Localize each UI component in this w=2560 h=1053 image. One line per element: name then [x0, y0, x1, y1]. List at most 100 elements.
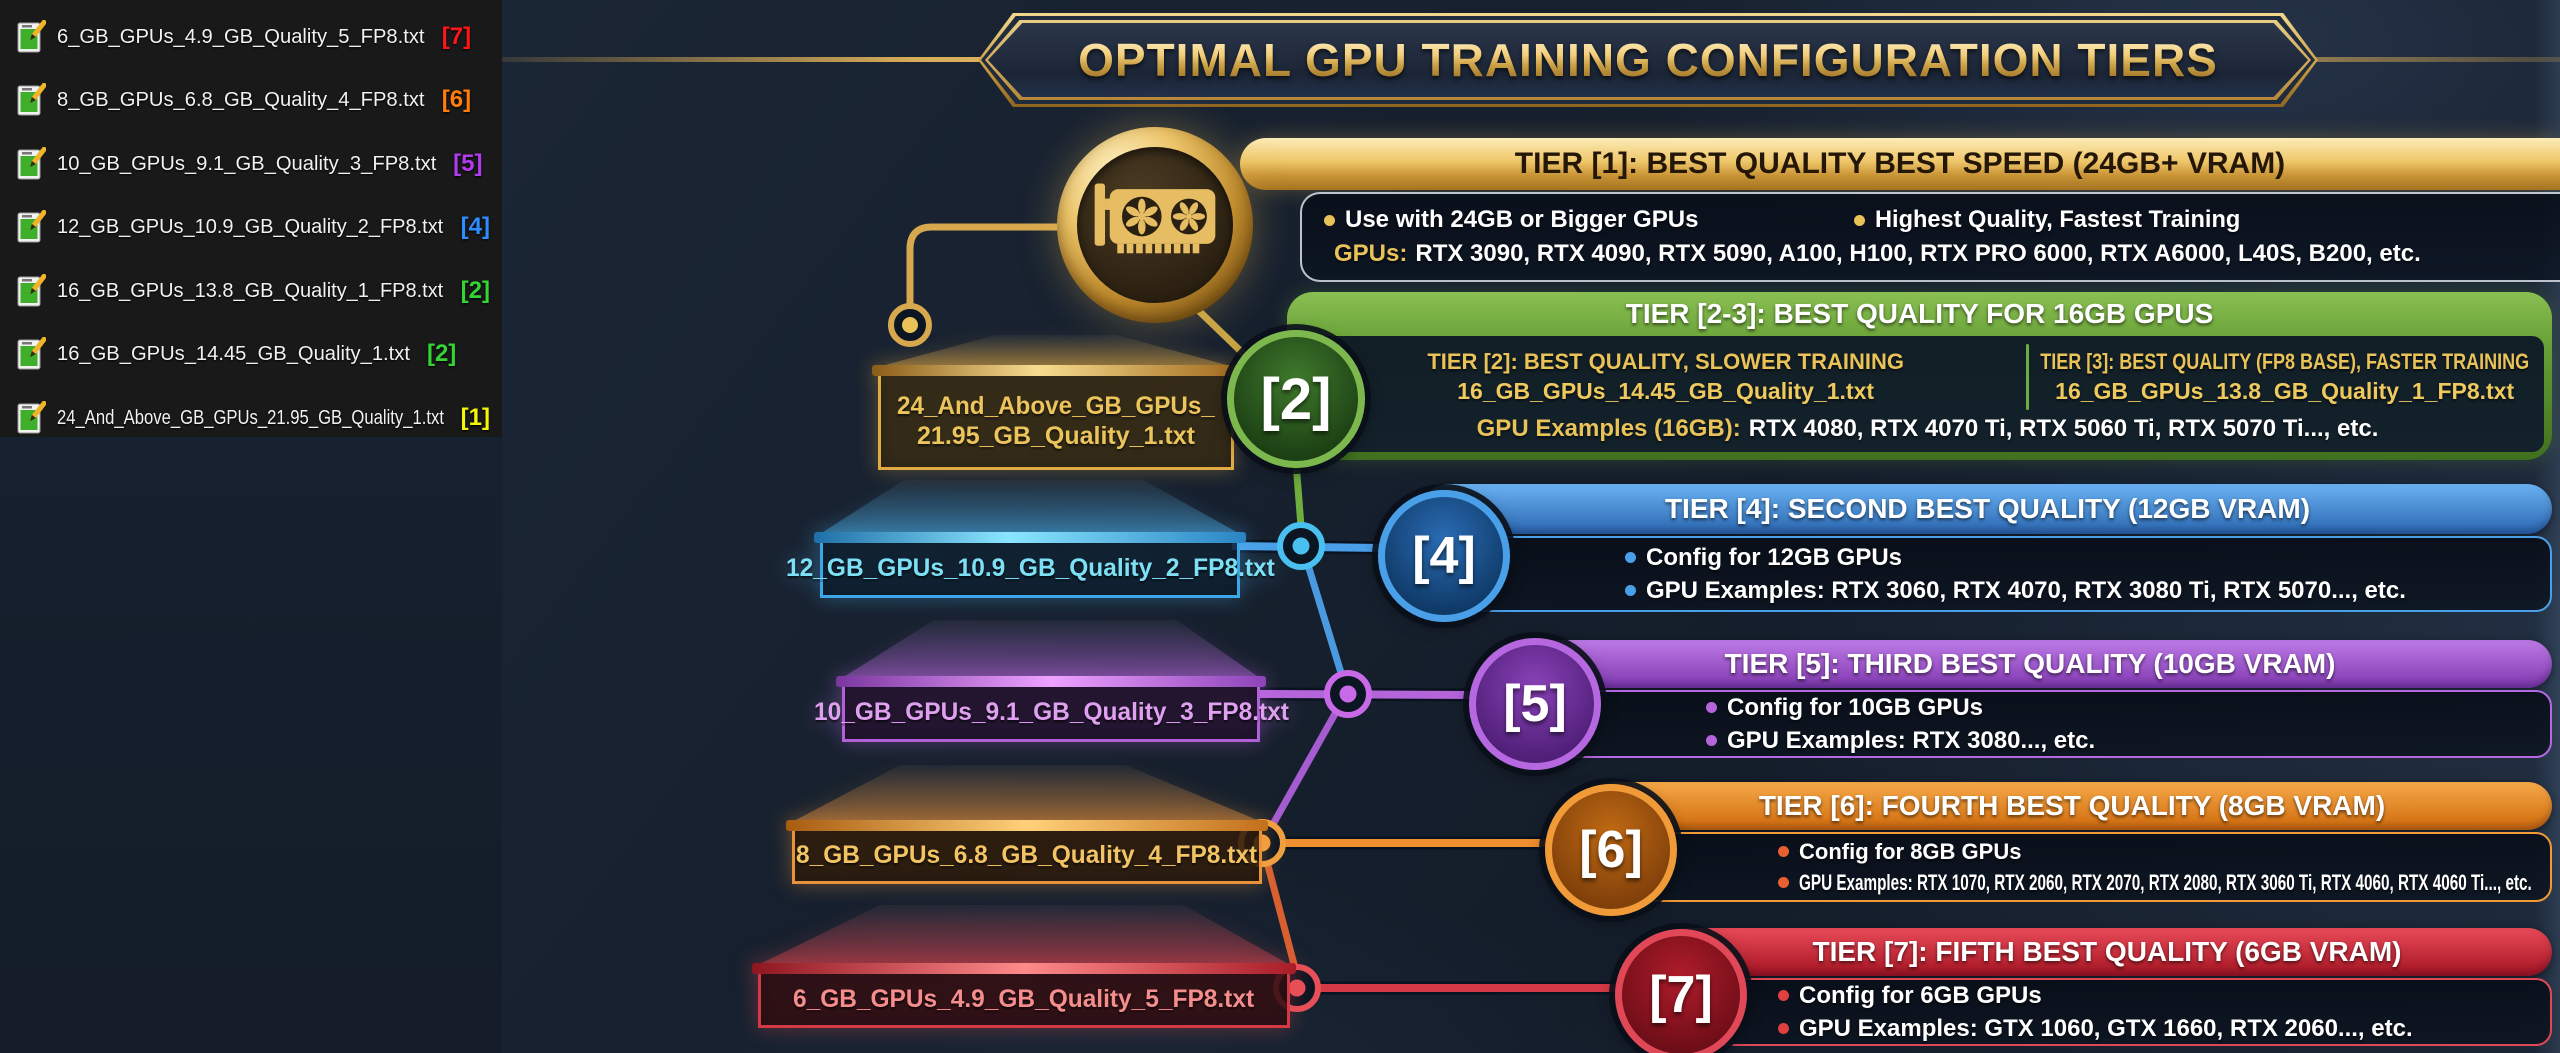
tier23-content: TIER [2]: BEST QUALITY, SLOWER TRAINING …	[1301, 336, 2544, 452]
file-item[interactable]: 10_GB_GPUs_9.1_GB_Quality_3_FP8.txt [5]	[0, 132, 502, 196]
file-item[interactable]: 6_GB_GPUs_4.9_GB_Quality_5_FP8.txt [7]	[0, 5, 502, 69]
tier2-column: TIER [2]: BEST QUALITY, SLOWER TRAINING …	[1311, 340, 2020, 414]
tier1-title: TIER [1]: BEST QUALITY BEST SPEED (24GB+…	[1514, 147, 2286, 180]
tier4-header: TIER [4]: SECOND BEST QUALITY (12GB VRAM…	[1423, 484, 2552, 534]
bullet-dot	[1854, 214, 1865, 226]
file-item[interactable]: 8_GB_GPUs_6.8_GB_Quality_4_FP8.txt [6]	[0, 69, 502, 133]
file-name: 8_GB_GPUs_6.8_GB_Quality_4_FP8.txt	[57, 88, 425, 112]
file-name: 12_GB_GPUs_10.9_GB_Quality_2_FP8.txt	[57, 215, 444, 239]
tier7-header: TIER [7]: FIFTH BEST QUALITY (6GB VRAM)	[1662, 928, 2552, 976]
platform-10gb: 10_GB_GPUs_9.1_GB_Quality_3_FP8.txt	[814, 620, 1288, 742]
platform-edge	[786, 820, 1268, 831]
connector-node	[1324, 670, 1372, 718]
file-panel: 6_GB_GPUs_4.9_GB_Quality_5_FP8.txt [7] 8…	[0, 0, 502, 437]
column-divider	[2026, 344, 2030, 410]
tier2-badge: [2]	[1227, 330, 1365, 468]
title-banner: OPTIMAL GPU TRAINING CONFIGURATION TIERS	[978, 13, 2318, 107]
platform-label: 6_GB_GPUs_4.9_GB_Quality_5_FP8.txt	[793, 984, 1255, 1013]
tier23-examples: GPU Examples (16GB): RTX 4080, RTX 4070 T…	[1476, 415, 2379, 442]
file-name-wrap: 10_GB_GPUs_9.1_GB_Quality_3_FP8.txt	[57, 152, 442, 176]
text-file-icon	[17, 337, 46, 370]
file-tier-badge: [6]	[441, 86, 472, 114]
file-name: 24_And_Above_GB_GPUs_21.95_GB_Quality_1.…	[57, 405, 444, 429]
platform-label: 12_GB_GPUs_10.9_GB_Quality_2_FP8.txt	[785, 554, 1275, 583]
platform-face: 12_GB_GPUs_10.9_GB_Quality_2_FP8.txt	[786, 543, 1274, 598]
file-tier-badge: [1]	[460, 403, 490, 431]
platform-6gb: 6_GB_GPUs_4.9_GB_Quality_5_FP8.txt	[752, 905, 1296, 1028]
file-name-wrap: 12_GB_GPUs_10.9_GB_Quality_2_FP8.txt	[57, 215, 450, 239]
tier7-content: Config for 6GB GPUs GPU Examples: GTX 10…	[1686, 978, 2552, 1046]
tier2-title: TIER [2]: BEST QUALITY, SLOWER TRAINING	[1427, 349, 1904, 374]
platform-label: 8_GB_GPUs_6.8_GB_Quality_4_FP8.txt	[796, 841, 1258, 870]
tier7-badge: [7]	[1615, 929, 1747, 1053]
platform-top	[878, 335, 1234, 367]
platform-face: 8_GB_GPUs_6.8_GB_Quality_4_FP8.txt	[792, 831, 1262, 884]
bullet-dot	[1706, 702, 1717, 713]
file-tier-badge: [5]	[453, 149, 483, 177]
tier6-content: Config for 8GB GPUs GPU Examples: RTX 10…	[1616, 832, 2552, 902]
file-name: 16_GB_GPUs_13.8_GB_Quality_1_FP8.txt	[57, 278, 444, 302]
file-name-wrap: 24_And_Above_GB_GPUs_21.95_GB_Quality_1.…	[57, 406, 450, 430]
bullet-dot	[1778, 990, 1789, 1001]
file-name-wrap: 8_GB_GPUs_6.8_GB_Quality_4_FP8.txt	[57, 88, 431, 112]
tier3-column: TIER [3]: BEST QUALITY (FP8 BASE), FASTE…	[2035, 340, 2534, 414]
tier3-title: TIER [3]: BEST QUALITY (FP8 BASE), FASTE…	[2040, 349, 2530, 374]
file-item[interactable]: 12_GB_GPUs_10.9_GB_Quality_2_FP8.txt [4]	[0, 196, 502, 260]
platform-edge	[872, 365, 1240, 376]
platform-top	[758, 905, 1290, 965]
tier1-bullet: Highest Quality, Fastest Training	[1854, 206, 2247, 234]
tier5-content: Config for 10GB GPUs GPU Examples: RTX 3…	[1532, 690, 2552, 758]
tier5-header: TIER [5]: THIRD BEST QUALITY (10GB VRAM)	[1508, 640, 2552, 688]
platform-label: 10_GB_GPUs_9.1_GB_Quality_3_FP8.txt	[813, 698, 1289, 727]
text-file-icon	[17, 400, 46, 434]
platform-face: 10_GB_GPUs_9.1_GB_Quality_3_FP8.txt	[814, 687, 1288, 742]
platform-top	[842, 620, 1260, 678]
bullet-dot	[1625, 585, 1636, 596]
bullet-dot	[1778, 1023, 1789, 1034]
bullet-dot	[1778, 846, 1789, 857]
platform-edge	[836, 676, 1266, 687]
bullet-dot	[1324, 214, 1335, 226]
file-name-wrap: 16_GB_GPUs_14.45_GB_Quality_1.txt	[57, 342, 416, 366]
platform-top	[820, 480, 1240, 534]
text-file-icon	[17, 146, 46, 180]
tier1-content: Use with 24GB or Bigger GPUs Highest Qua…	[1300, 192, 2560, 282]
banner-body: OPTIMAL GPU TRAINING CONFIGURATION TIERS	[988, 23, 2308, 97]
platform-12gb: 12_GB_GPUs_10.9_GB_Quality_2_FP8.txt	[786, 480, 1274, 598]
platform-24gb: 24_And_Above_GB_GPUs_ 21.95_GB_Quality_1…	[872, 335, 1240, 470]
file-tier-badge: [2]	[460, 276, 490, 304]
page-title: OPTIMAL GPU TRAINING CONFIGURATION TIERS	[1078, 34, 2218, 86]
platform-edge	[752, 963, 1296, 974]
text-file-icon	[17, 83, 46, 116]
tier1-header: TIER [1]: BEST QUALITY BEST SPEED (24GB+…	[1240, 138, 2560, 190]
file-name-wrap: 6_GB_GPUs_4.9_GB_Quality_5_FP8.txt	[57, 25, 431, 49]
file-tier-badge: [7]	[441, 22, 472, 50]
file-item[interactable]: 24_And_Above_GB_GPUs_21.95_GB_Quality_1.…	[0, 386, 502, 450]
tier1-bullet: Use with 24GB or Bigger GPUs	[1324, 206, 1854, 234]
gpu-card-icon	[1094, 183, 1216, 254]
file-item[interactable]: 16_GB_GPUs_14.45_GB_Quality_1.txt [2]	[0, 323, 502, 387]
tier2-file: 16_GB_GPUs_14.45_GB_Quality_1.txt	[1457, 378, 1875, 404]
bullet-dot	[1706, 735, 1717, 746]
tier1-gpus-bullet: GPUs: RTX 3090, RTX 4090, RTX 5090, A100,…	[1334, 240, 2421, 267]
bullet-dot	[1778, 877, 1789, 888]
file-name: 16_GB_GPUs_14.45_GB_Quality_1.txt	[57, 342, 410, 366]
bullet-dot	[1625, 552, 1636, 563]
file-name: 6_GB_GPUs_4.9_GB_Quality_5_FP8.txt	[57, 24, 425, 48]
file-tier-badge: [2]	[426, 340, 457, 368]
tier5-badge: [5]	[1469, 638, 1601, 770]
file-name: 10_GB_GPUs_9.1_GB_Quality_3_FP8.txt	[57, 151, 437, 175]
tier4-badge: [4]	[1378, 490, 1510, 622]
text-file-icon	[17, 273, 46, 307]
platform-top	[792, 765, 1262, 822]
file-tier-badge: [4]	[460, 213, 490, 241]
connector-node	[888, 303, 932, 347]
gpu-emblem	[1057, 127, 1253, 323]
platform-8gb: 8_GB_GPUs_6.8_GB_Quality_4_FP8.txt	[786, 765, 1268, 884]
tier23-header: TIER [2-3]: BEST QUALITY FOR 16GB GPUS	[1625, 298, 2214, 329]
file-name-wrap: 16_GB_GPUs_13.8_GB_Quality_1_FP8.txt	[57, 279, 450, 303]
tier4-content: Config for 12GB GPUs GPU Examples: RTX 3…	[1448, 536, 2552, 612]
file-item[interactable]: 16_GB_GPUs_13.8_GB_Quality_1_FP8.txt [2]	[0, 259, 502, 323]
